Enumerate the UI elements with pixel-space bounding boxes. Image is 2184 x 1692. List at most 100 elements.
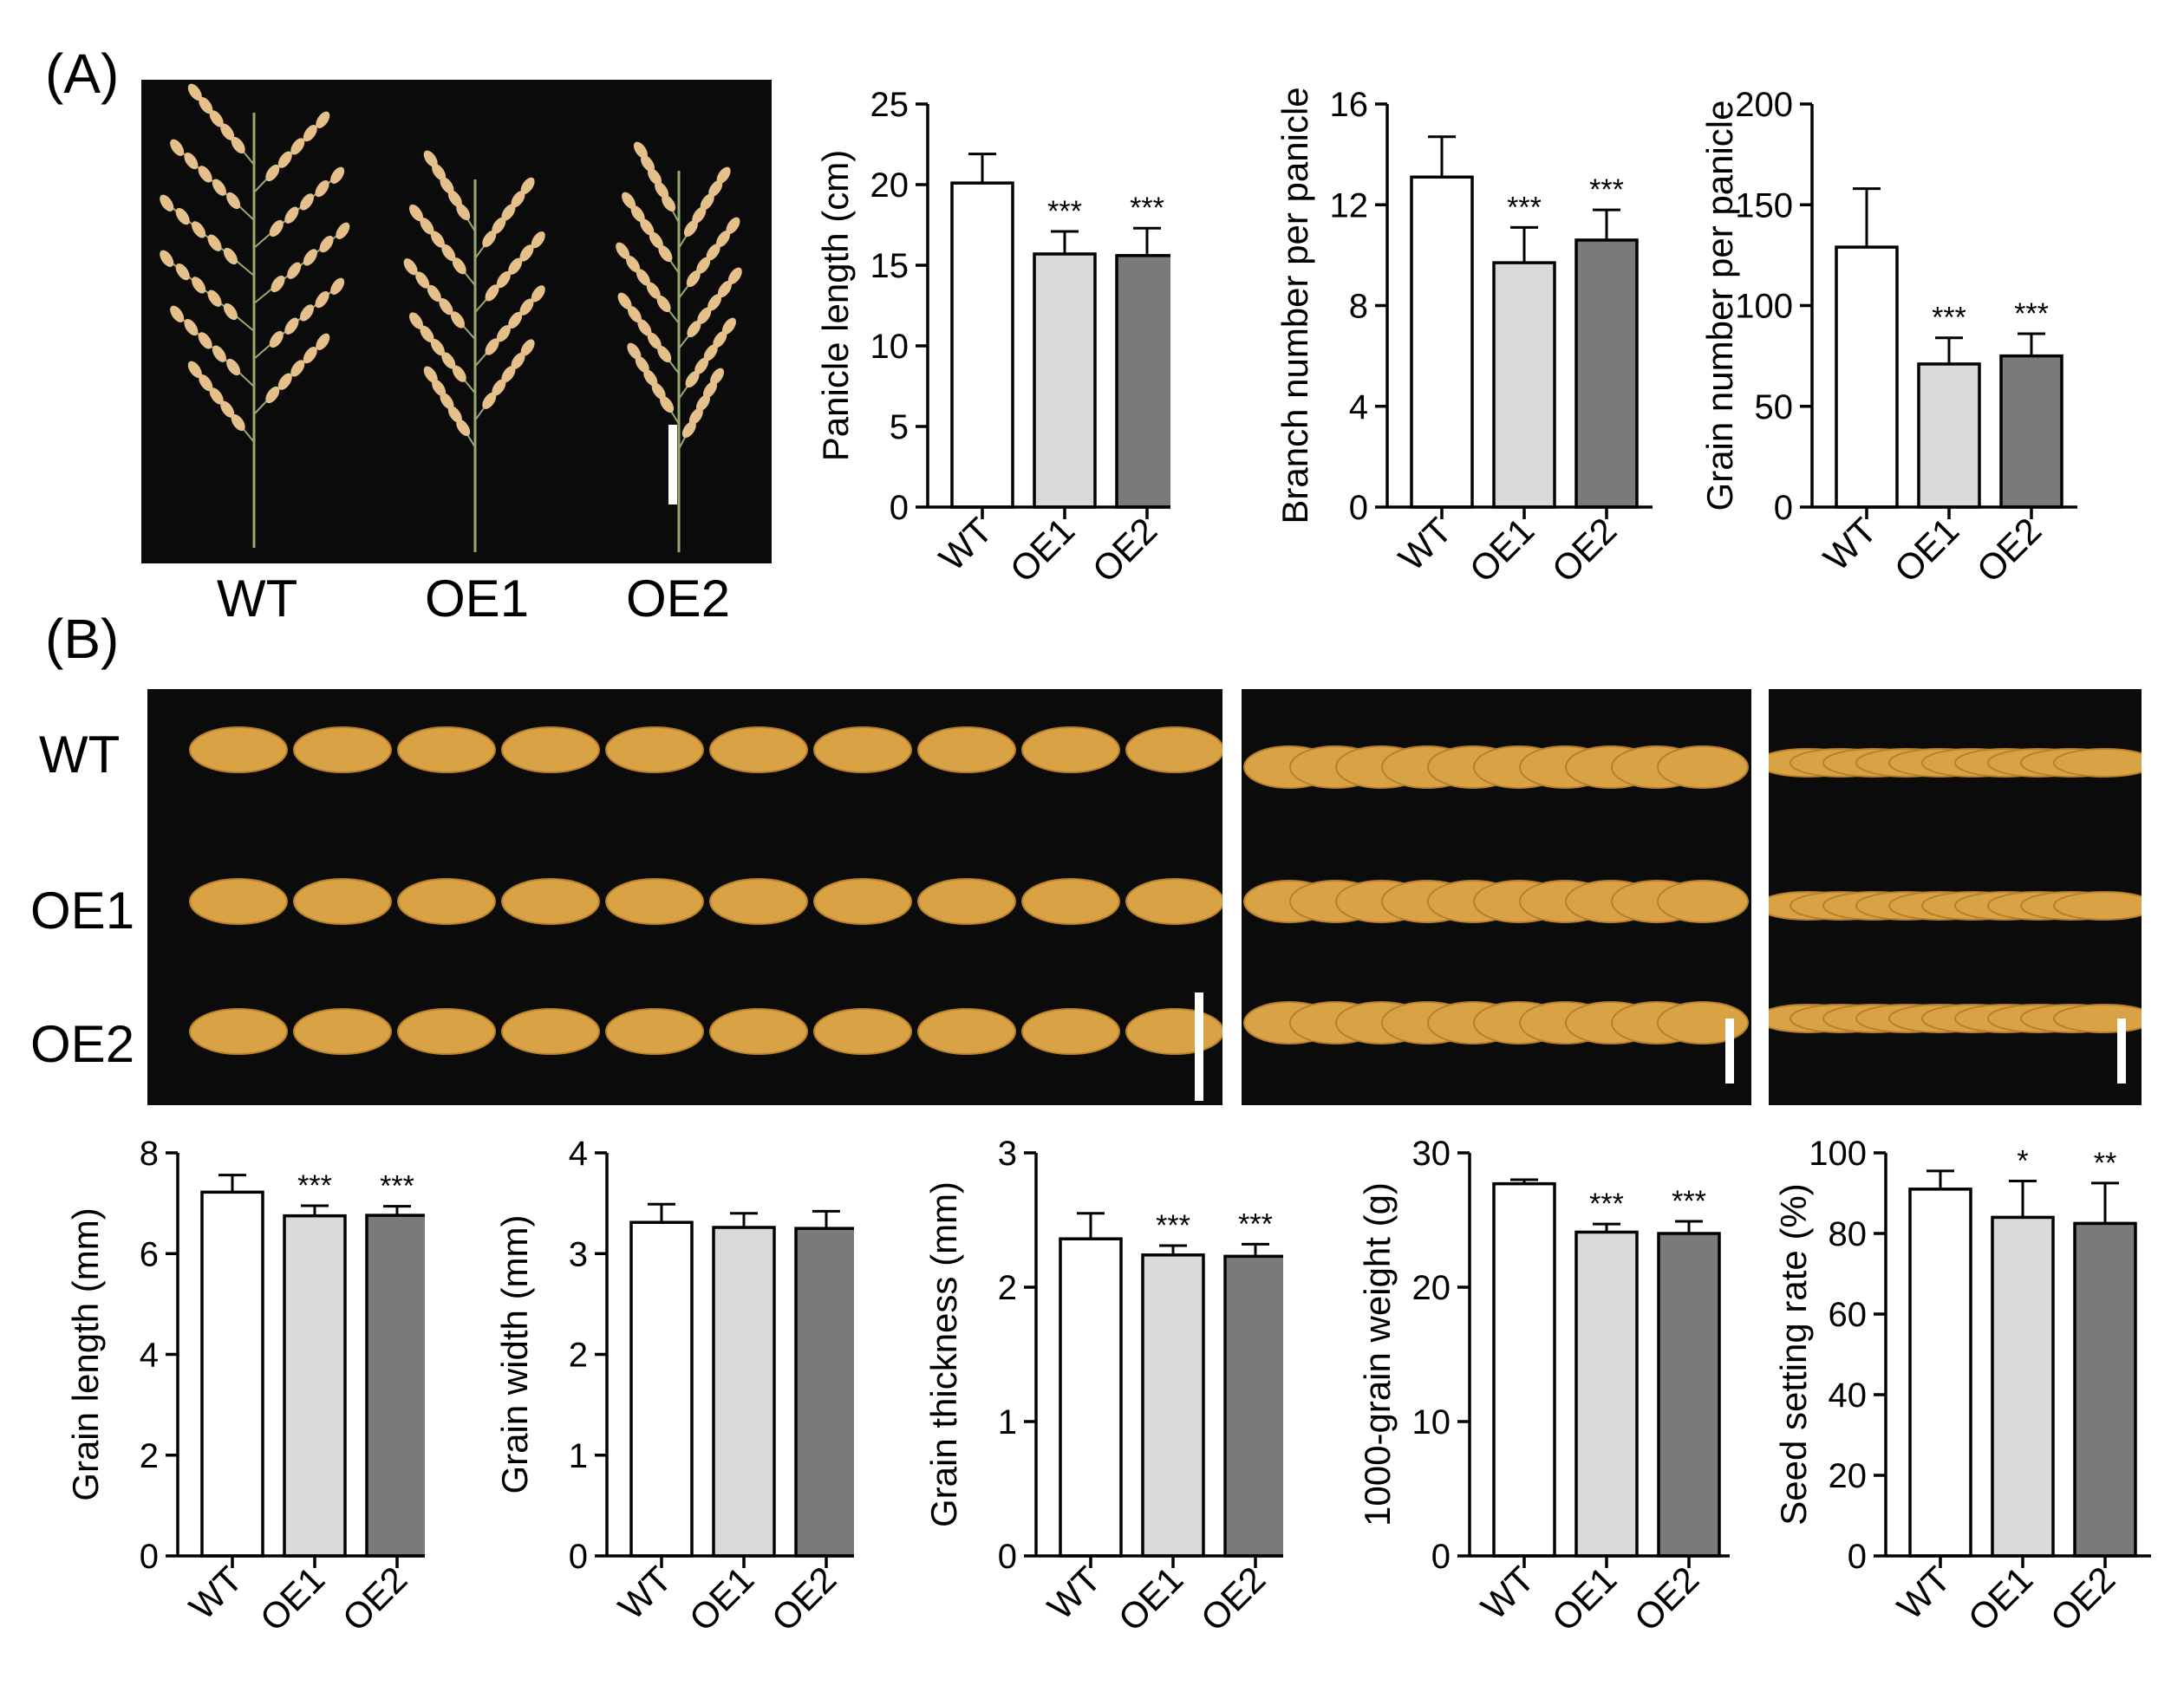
grain	[917, 878, 1016, 925]
x-tick-label: OE1	[1960, 1559, 2041, 1639]
grain-row-label-wt: WT	[39, 726, 121, 784]
panicle-grain	[303, 249, 317, 266]
y-tick-label: 4	[140, 1337, 159, 1375]
panicle-grain	[408, 312, 423, 329]
panicle-grain	[187, 83, 202, 101]
grain-length-photo	[147, 689, 1222, 1105]
panicle-grain	[265, 386, 280, 404]
grain	[917, 1008, 1016, 1055]
panicle-grain	[627, 342, 642, 360]
bar-oe2	[1223, 1254, 1283, 1558]
x-tick-label: WT	[610, 1559, 679, 1627]
panicle-grain	[299, 193, 314, 211]
panicle-grain	[520, 177, 535, 195]
panicle-grain	[721, 317, 736, 335]
x-tick-label: WT	[1391, 510, 1459, 578]
y-tick-label: 10	[1412, 1403, 1451, 1441]
panicle-grain	[420, 325, 434, 342]
panel-a-label: (A)	[45, 42, 120, 105]
panicle-photo	[141, 80, 772, 563]
y-tick-label: 50	[1755, 388, 1794, 426]
panicle-grain	[683, 219, 698, 238]
grain	[813, 1008, 912, 1055]
panicle-grain	[717, 280, 732, 298]
chart-seed-setting-rate: 0 20 40 60 80 100 Seed setting rate (%) WT * OE1 *…	[1773, 1135, 2151, 1639]
significance-label: ***	[297, 1169, 332, 1202]
y-tick-label: 0	[1848, 1538, 1867, 1576]
y-tick-label: 0	[1349, 489, 1368, 527]
panicle-grain	[432, 163, 447, 181]
panicle-grain	[520, 339, 535, 356]
panicle-grain	[485, 284, 499, 302]
panicle-label-oe2: OE2	[626, 569, 731, 628]
y-tick-label: 0	[998, 1538, 1017, 1576]
panicle-grain	[160, 194, 174, 212]
y-tick-label: 5	[890, 408, 909, 446]
panicle-grain	[403, 258, 418, 276]
panicle-grain	[660, 395, 675, 413]
grain	[189, 1008, 288, 1055]
panicle-grain	[706, 244, 720, 261]
grain	[293, 878, 392, 925]
scale-bar	[668, 425, 677, 504]
y-tick-label: 12	[1330, 186, 1369, 225]
bar-oe1	[1917, 362, 1981, 509]
panicle-grain	[303, 124, 317, 142]
panicle-grain	[440, 393, 454, 410]
x-tick-label: WT	[1473, 1559, 1542, 1627]
y-tick-label: 2	[140, 1437, 159, 1475]
x-tick-label: OE2	[335, 1559, 415, 1639]
panicle-grain	[707, 294, 722, 311]
panicle-grain	[432, 379, 447, 397]
panicle-grain	[336, 222, 350, 239]
panicle-grain	[290, 360, 305, 377]
bar-wt	[200, 1190, 264, 1558]
panicle-grain	[727, 267, 742, 284]
y-tick-label: 6	[140, 1235, 159, 1273]
panicle-branch	[253, 225, 350, 304]
panicle-grain	[430, 338, 445, 356]
significance-label: ***	[1507, 191, 1542, 224]
significance-label: ***	[1238, 1207, 1273, 1240]
panicle-grain	[713, 330, 727, 348]
y-axis-label: Grain width (mm)	[494, 1214, 535, 1494]
panicle-grain	[316, 111, 330, 128]
y-tick-label: 40	[1829, 1376, 1868, 1415]
panicle-grain	[531, 231, 545, 249]
y-tick-label: 16	[1330, 86, 1369, 124]
panicle-grain	[223, 247, 238, 265]
panicle-grain	[630, 205, 645, 223]
significance-label: ***	[1672, 1185, 1706, 1218]
panicle-grain	[226, 192, 241, 210]
grain	[1021, 726, 1120, 773]
panicle-grain	[635, 355, 649, 374]
grain	[917, 726, 1016, 773]
y-tick-label: 60	[1829, 1296, 1868, 1334]
panicle-grain	[519, 244, 534, 262]
panicle-grain	[696, 257, 711, 274]
bar-oe1	[1033, 252, 1097, 509]
panicle-grain	[207, 290, 222, 307]
panicle-grain	[209, 387, 224, 405]
panicle-grain	[209, 110, 224, 127]
panicle-grain	[420, 218, 434, 235]
panicle-grain	[485, 338, 499, 355]
panicle-grain	[697, 307, 712, 324]
grain	[397, 1008, 496, 1055]
grain	[1125, 1008, 1222, 1055]
y-axis-label: Grain thickness (mm)	[923, 1181, 964, 1527]
panicle-grain	[423, 150, 438, 167]
panicle-grain	[496, 325, 511, 342]
panicle-grain	[647, 332, 662, 349]
panel-b-label: (B)	[45, 608, 120, 670]
panicle-grain	[688, 407, 703, 425]
panicle-grain	[656, 295, 671, 313]
y-tick-label: 15	[870, 247, 909, 285]
bar-oe2	[794, 1227, 854, 1558]
significance-label: ***	[1589, 173, 1624, 206]
panicle-grain	[269, 219, 284, 238]
y-axis-label: Grain length (mm)	[65, 1207, 106, 1500]
panicle-grain	[658, 244, 673, 263]
panicle-grain	[415, 271, 430, 289]
panicle-grain	[648, 168, 662, 185]
